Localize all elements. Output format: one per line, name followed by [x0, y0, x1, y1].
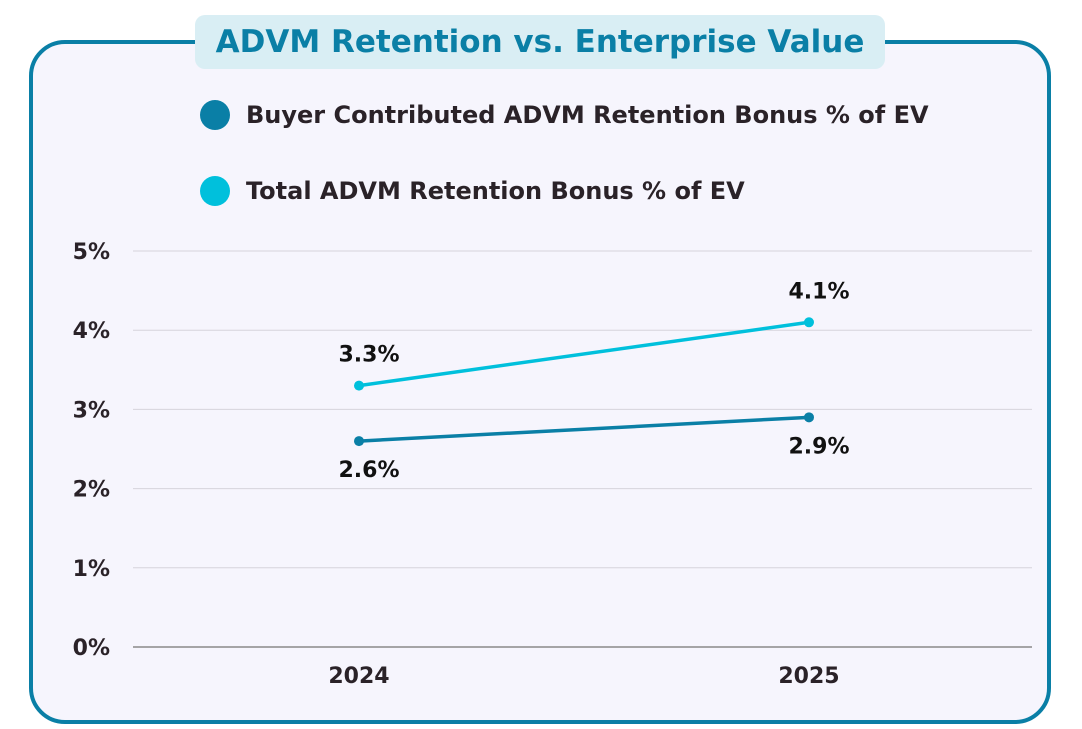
series-line	[358, 415, 810, 443]
y-tick-label: 5%	[73, 240, 110, 265]
x-tick-label: 2024	[328, 664, 389, 689]
legend-label: Total ADVM Retention Bonus % of EV	[246, 177, 745, 205]
data-point	[354, 436, 364, 447]
data-label: 2.9%	[788, 434, 849, 459]
legend-dot-icon	[200, 100, 230, 130]
data-label: 4.1%	[788, 279, 849, 304]
chart-card	[29, 40, 1051, 724]
data-point	[354, 380, 364, 391]
y-tick-label: 4%	[73, 319, 110, 344]
legend-item-buyer: Buyer Contributed ADVM Retention Bonus %…	[200, 100, 929, 130]
chart-title: ADVM Retention vs. Enterprise Value	[195, 15, 885, 69]
y-tick-label: 3%	[73, 398, 110, 423]
data-label: 2.6%	[338, 458, 399, 483]
legend-dot-icon	[200, 176, 230, 206]
data-label: 3.3%	[338, 343, 399, 368]
data-point	[804, 317, 814, 328]
y-tick-label: 0%	[73, 636, 110, 661]
y-tick-label: 2%	[73, 478, 110, 503]
data-point	[804, 412, 814, 423]
legend-item-total: Total ADVM Retention Bonus % of EV	[200, 176, 745, 206]
series-line	[358, 320, 810, 388]
y-tick-label: 1%	[73, 557, 110, 582]
legend-label: Buyer Contributed ADVM Retention Bonus %…	[246, 101, 929, 129]
x-tick-label: 2025	[778, 664, 839, 689]
